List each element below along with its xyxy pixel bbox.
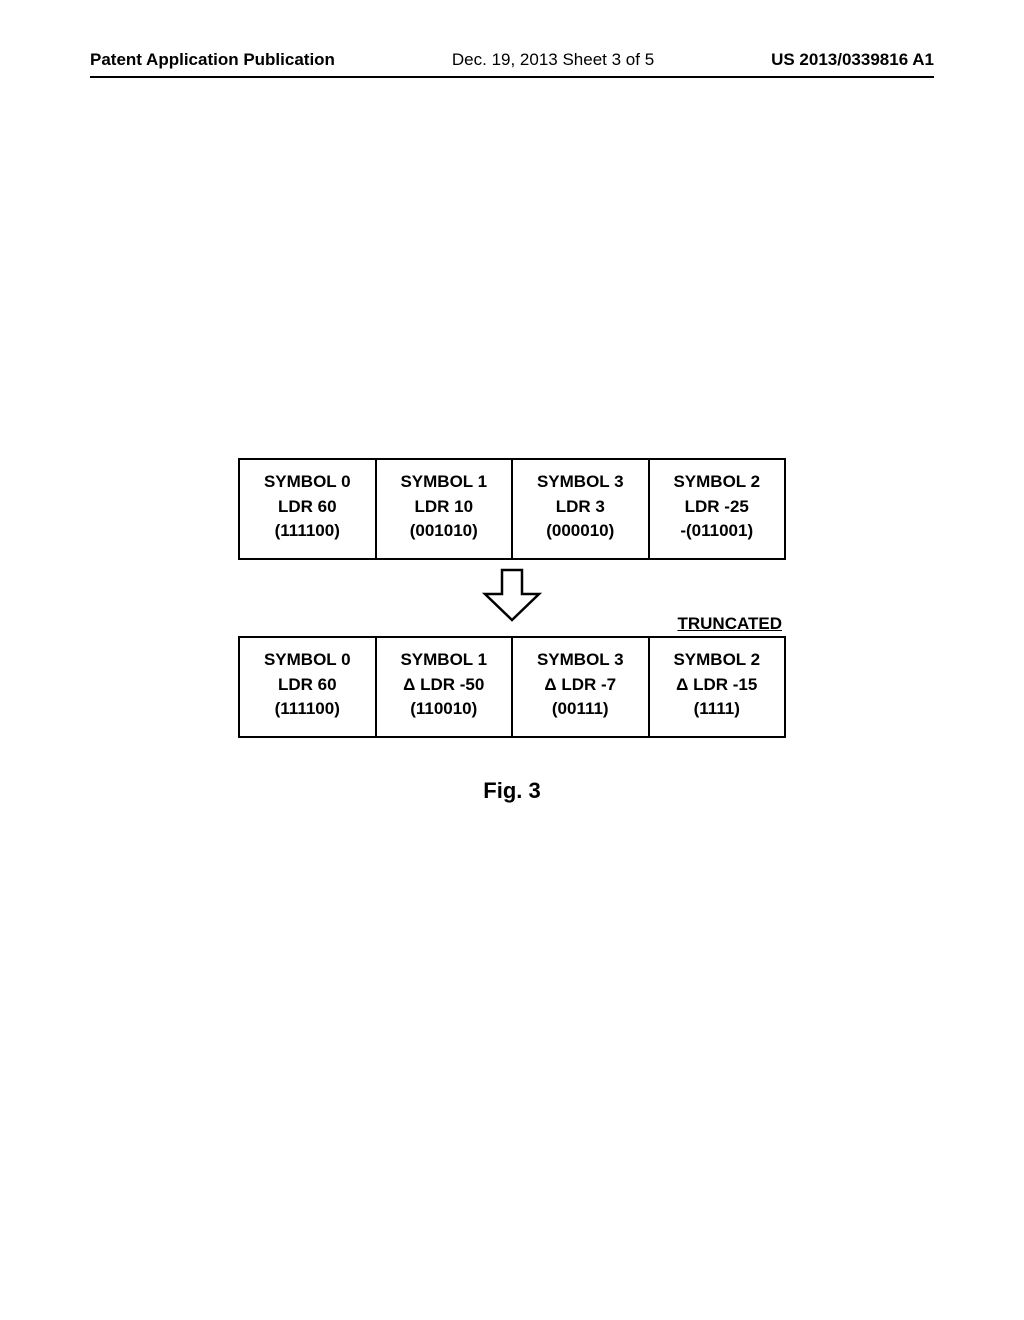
cell-binary: (111100) xyxy=(246,697,369,722)
symbol-table-original: SYMBOL 0 LDR 60 (111100) SYMBOL 1 LDR 10… xyxy=(238,458,786,560)
header-publication: Patent Application Publication xyxy=(90,50,335,70)
cell-symbol: SYMBOL 1 xyxy=(383,470,506,495)
cell-binary: (111100) xyxy=(246,519,369,544)
down-arrow-icon xyxy=(477,568,547,626)
table-cell: SYMBOL 3 LDR 3 (000010) xyxy=(513,460,650,558)
cell-binary: -(011001) xyxy=(656,519,779,544)
header-date-sheet: Dec. 19, 2013 Sheet 3 of 5 xyxy=(452,50,654,70)
cell-symbol: SYMBOL 3 xyxy=(519,470,642,495)
cell-binary: (00111) xyxy=(519,697,642,722)
cell-symbol: SYMBOL 0 xyxy=(246,470,369,495)
table-cell: SYMBOL 1 Δ LDR -50 (110010) xyxy=(377,638,514,736)
cell-symbol: SYMBOL 3 xyxy=(519,648,642,673)
cell-ldr: LDR 3 xyxy=(519,495,642,520)
cell-ldr: Δ LDR -7 xyxy=(519,673,642,698)
cell-binary: (110010) xyxy=(383,697,506,722)
cell-ldr: LDR 60 xyxy=(246,495,369,520)
cell-ldr: LDR 60 xyxy=(246,673,369,698)
cell-symbol: SYMBOL 2 xyxy=(656,470,779,495)
symbol-table-truncated: SYMBOL 0 LDR 60 (111100) SYMBOL 1 Δ LDR … xyxy=(238,636,786,738)
figure-3: SYMBOL 0 LDR 60 (111100) SYMBOL 1 LDR 10… xyxy=(238,458,786,804)
figure-caption: Fig. 3 xyxy=(238,778,786,804)
cell-ldr: LDR 10 xyxy=(383,495,506,520)
table-cell: SYMBOL 2 Δ LDR -15 (1111) xyxy=(650,638,785,736)
arrow-row: TRUNCATED xyxy=(238,568,786,634)
patent-page: Patent Application Publication Dec. 19, … xyxy=(0,0,1024,1320)
cell-binary: (1111) xyxy=(656,697,779,722)
cell-ldr: Δ LDR -15 xyxy=(656,673,779,698)
cell-binary: (001010) xyxy=(383,519,506,544)
page-header: Patent Application Publication Dec. 19, … xyxy=(90,50,934,78)
cell-ldr: Δ LDR -50 xyxy=(383,673,506,698)
cell-symbol: SYMBOL 2 xyxy=(656,648,779,673)
cell-symbol: SYMBOL 0 xyxy=(246,648,369,673)
table-cell: SYMBOL 0 LDR 60 (111100) xyxy=(240,638,377,736)
cell-symbol: SYMBOL 1 xyxy=(383,648,506,673)
table-cell: SYMBOL 1 LDR 10 (001010) xyxy=(377,460,514,558)
header-pub-number: US 2013/0339816 A1 xyxy=(771,50,934,70)
truncated-label: TRUNCATED xyxy=(677,614,782,634)
cell-binary: (000010) xyxy=(519,519,642,544)
cell-ldr: LDR -25 xyxy=(656,495,779,520)
table-cell: SYMBOL 0 LDR 60 (111100) xyxy=(240,460,377,558)
table-cell: SYMBOL 2 LDR -25 -(011001) xyxy=(650,460,785,558)
table-cell: SYMBOL 3 Δ LDR -7 (00111) xyxy=(513,638,650,736)
